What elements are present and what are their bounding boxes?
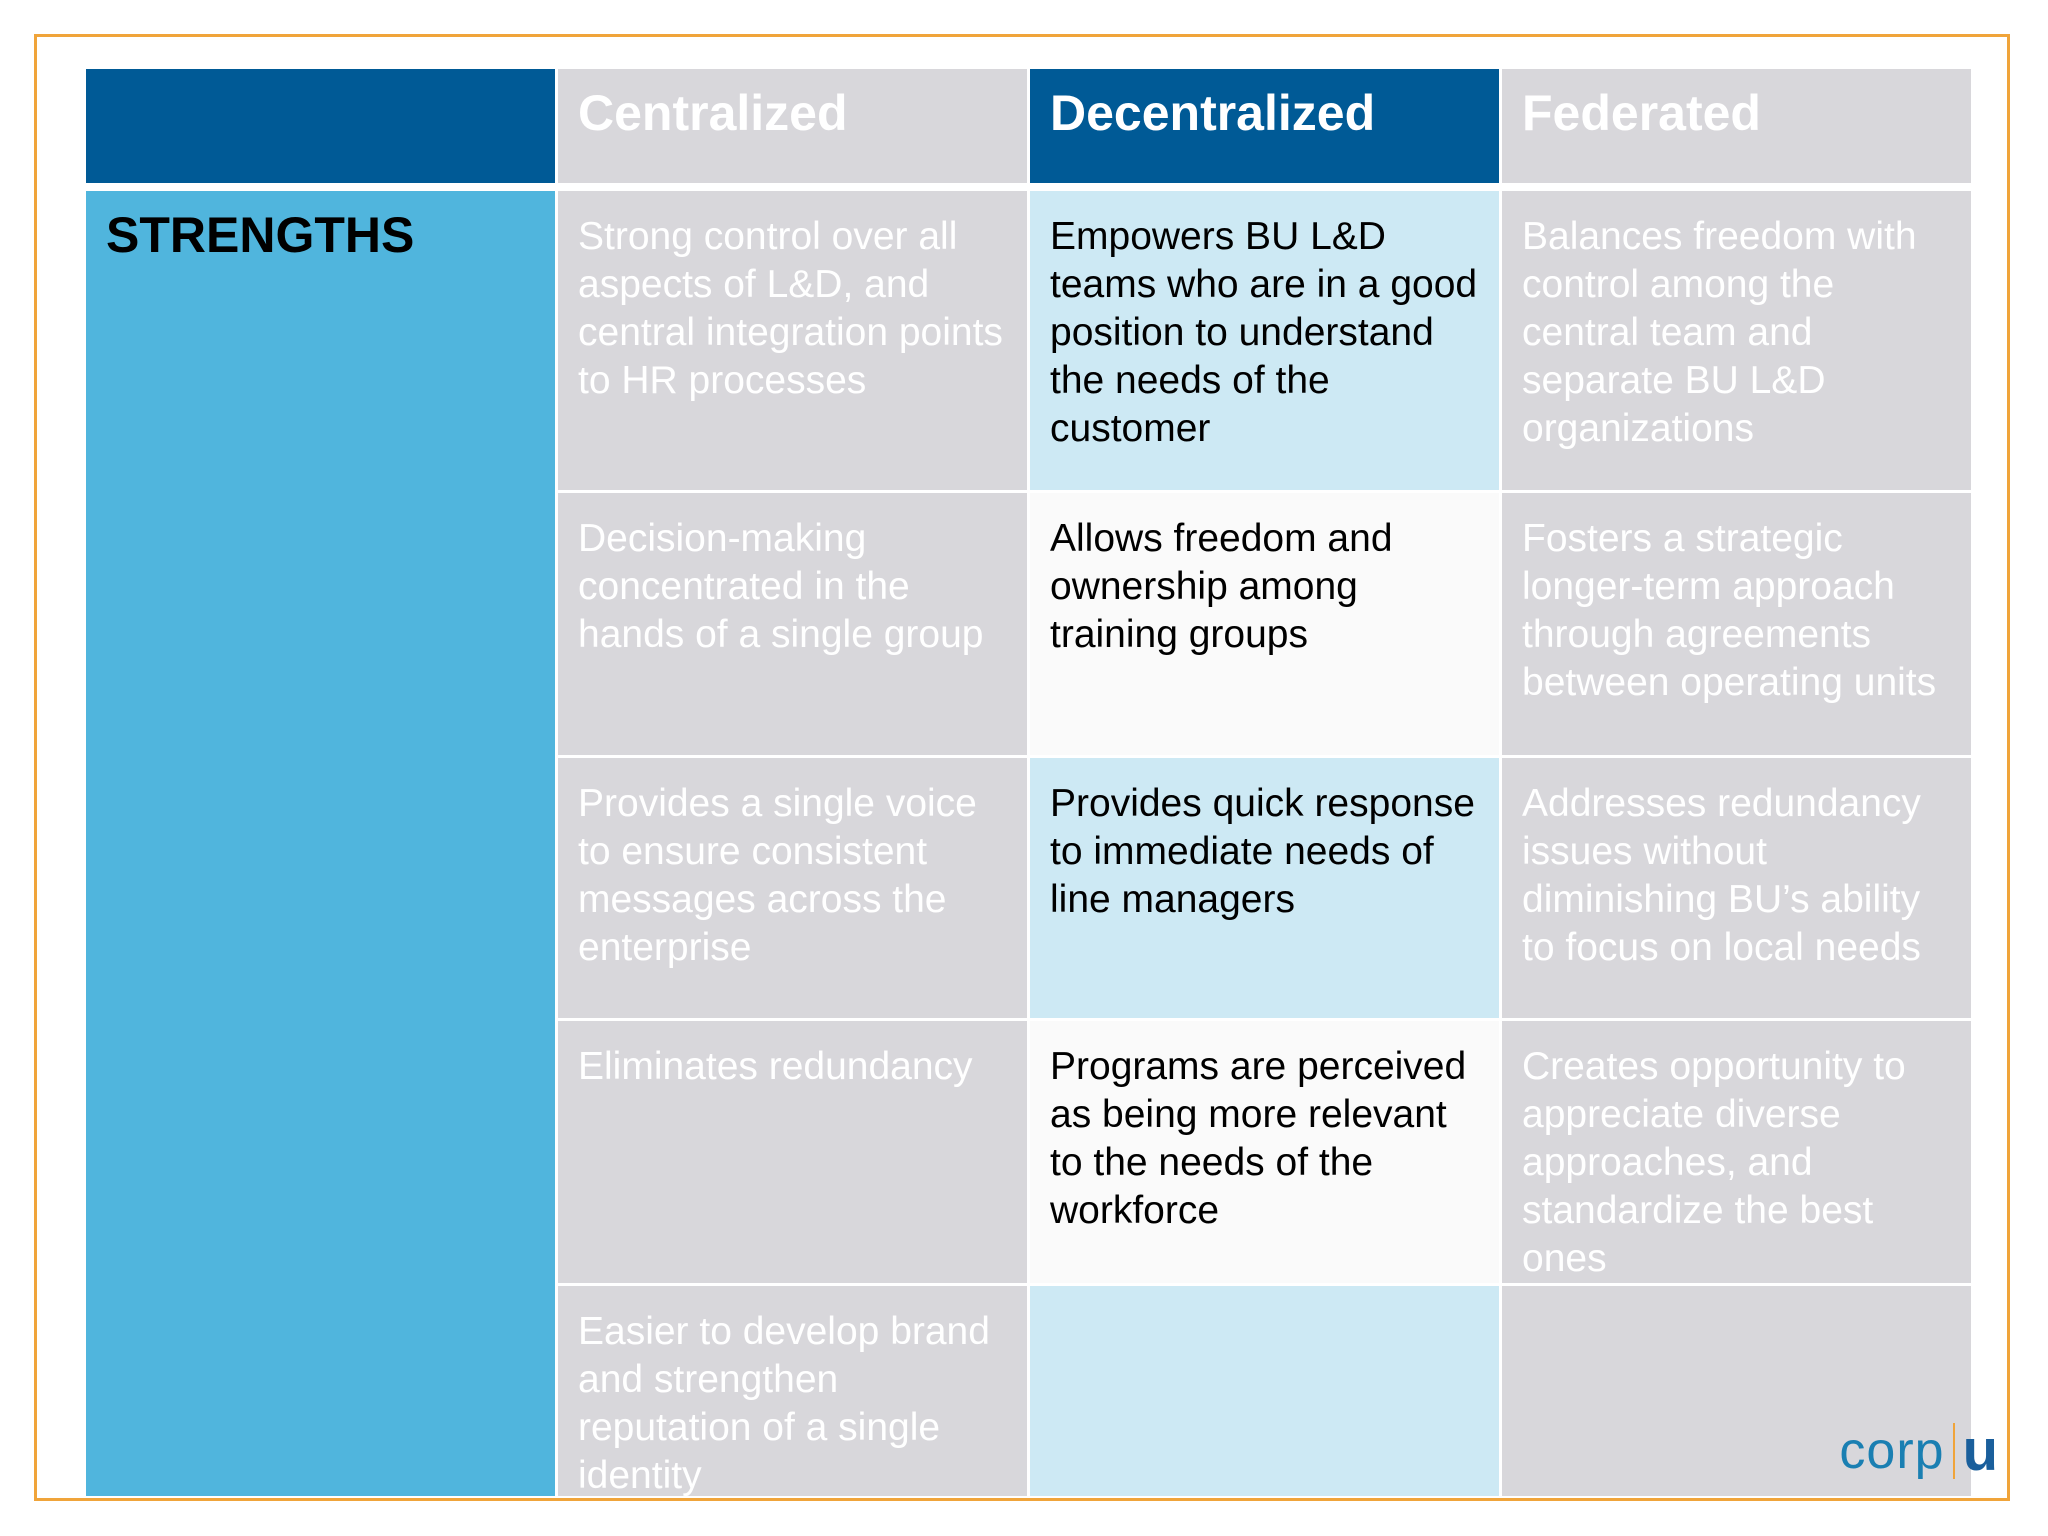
cell-federated-2: Fosters a strategic longer-term approach… [1502, 493, 1971, 755]
column-header-centralized: Centralized [558, 69, 1027, 183]
logo-text-corp: corp [1839, 1421, 1945, 1480]
slide-frame [34, 34, 2010, 1501]
corp-u-logo: corp u [1839, 1417, 1998, 1484]
cell-centralized-5: Easier to develop brand and strengthen r… [558, 1286, 1027, 1497]
column-header-federated: Federated [1502, 69, 1971, 183]
cell-centralized-4: Eliminates redundancy [558, 1021, 1027, 1283]
cell-decentralized-5 [1030, 1286, 1499, 1496]
comparison-table: Centralized Decentralized Federated STRE… [86, 69, 1971, 1497]
cell-decentralized-1: Empowers BU L&D teams who are in a good … [1030, 191, 1499, 490]
cell-decentralized-3: Provides quick response to immediate nee… [1030, 758, 1499, 1018]
cell-federated-1: Balances freedom with control among the … [1502, 191, 1971, 490]
row-label-strengths: STRENGTHS [86, 191, 555, 1496]
logo-divider [1952, 1422, 1955, 1479]
cell-federated-5 [1502, 1286, 1971, 1496]
cell-centralized-3: Provides a single voice to ensure consis… [558, 758, 1027, 1018]
cell-centralized-2: Decision-making concentrated in the hand… [558, 493, 1027, 755]
cell-decentralized-2: Allows freedom and ownership among train… [1030, 493, 1499, 755]
logo-text-u: u [1962, 1418, 1998, 1483]
cell-federated-3: Addresses redundancy issues without dimi… [1502, 758, 1971, 1018]
cell-federated-4: Creates opportunity to appreciate divers… [1502, 1021, 1971, 1283]
column-header-decentralized: Decentralized [1030, 69, 1499, 183]
header-corner [86, 69, 555, 183]
cell-centralized-1: Strong control over all aspects of L&D, … [558, 191, 1027, 490]
cell-decentralized-4: Programs are perceived as being more rel… [1030, 1021, 1499, 1283]
